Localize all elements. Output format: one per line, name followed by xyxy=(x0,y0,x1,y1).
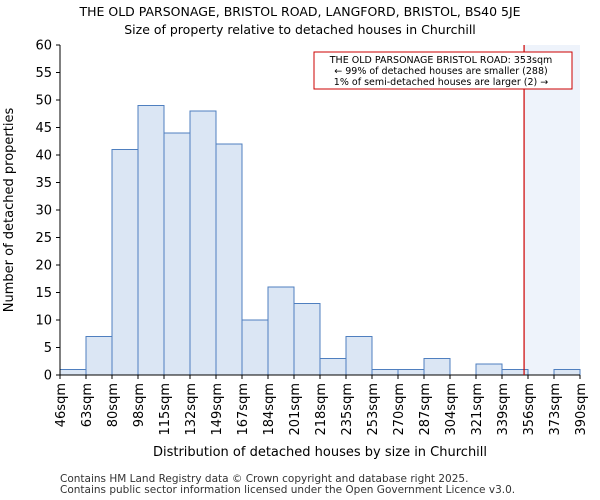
y-tick-label: 5 xyxy=(44,341,52,356)
bar-373sqm xyxy=(553,369,581,376)
y-tick-label: 45 xyxy=(35,121,52,136)
x-tick-label: 373sqm xyxy=(548,383,563,436)
bar-98sqm xyxy=(137,105,165,376)
larger-region-shade xyxy=(524,45,580,375)
bar-218sqm xyxy=(319,358,347,376)
x-tick-label: 80sqm xyxy=(106,383,121,427)
x-tick-label: 321sqm xyxy=(470,383,485,436)
bar-287sqm xyxy=(423,358,451,376)
bar-235sqm xyxy=(345,336,373,376)
x-tick-label: 304sqm xyxy=(444,383,459,436)
footer-line-1: Contains HM Land Registry data © Crown c… xyxy=(60,473,469,485)
chart-title: THE OLD PARSONAGE, BRISTOL ROAD, LANGFOR… xyxy=(79,4,521,19)
x-tick-label: 184sqm xyxy=(262,383,277,436)
y-tick-label: 50 xyxy=(35,94,52,109)
y-tick-label: 55 xyxy=(35,66,52,81)
bar-270sqm xyxy=(397,369,425,376)
x-tick-label: 218sqm xyxy=(314,383,329,436)
bar-149sqm xyxy=(215,143,243,376)
footer-line-2: Contains public sector information licen… xyxy=(60,484,516,496)
x-tick-label: 356sqm xyxy=(522,383,537,436)
y-tick-label: 10 xyxy=(35,314,52,329)
x-tick-label: 167sqm xyxy=(236,383,251,436)
annotation-line-2: ← 99% of detached houses are smaller (28… xyxy=(334,66,547,77)
x-tick-label: 287sqm xyxy=(418,383,433,436)
x-tick-label: 98sqm xyxy=(132,383,147,427)
y-tick-label: 60 xyxy=(35,39,52,54)
x-tick-label: 390sqm xyxy=(574,383,589,436)
y-tick-label: 30 xyxy=(35,204,52,219)
bar-184sqm xyxy=(267,286,295,376)
annotation-box xyxy=(313,51,573,90)
y-tick-label: 15 xyxy=(35,286,52,301)
x-tick-label: 339sqm xyxy=(496,383,511,436)
bar-115sqm xyxy=(163,132,191,376)
annotation-line-1: THE OLD PARSONAGE BRISTOL ROAD: 353sqm xyxy=(329,55,552,66)
annotation-line-3: 1% of semi-detached houses are larger (2… xyxy=(334,77,548,88)
bar-321sqm xyxy=(475,363,503,376)
x-tick-label: 201sqm xyxy=(288,383,303,436)
x-tick-label: 149sqm xyxy=(210,383,225,436)
y-tick-label: 40 xyxy=(35,149,52,164)
bar-80sqm xyxy=(111,149,139,376)
x-tick-label: 132sqm xyxy=(184,383,199,436)
x-tick-label: 115sqm xyxy=(158,383,173,436)
bar-253sqm xyxy=(371,369,399,376)
x-tick-label: 253sqm xyxy=(366,383,381,436)
x-tick-label: 270sqm xyxy=(392,383,407,436)
x-tick-label: 46sqm xyxy=(54,383,69,427)
y-tick-label: 25 xyxy=(35,231,52,246)
y-tick-label: 20 xyxy=(35,259,52,274)
y-tick-label: 35 xyxy=(35,176,52,191)
x-axis-title: Distribution of detached houses by size … xyxy=(153,445,487,460)
bar-201sqm xyxy=(293,303,321,376)
x-tick-label: 63sqm xyxy=(80,383,95,427)
bar-63sqm xyxy=(85,336,113,376)
chart-subtitle: Size of property relative to detached ho… xyxy=(124,22,476,37)
y-axis-title: Number of detached properties xyxy=(2,108,17,313)
y-tick-label: 0 xyxy=(44,369,52,384)
x-tick-label: 235sqm xyxy=(340,383,355,436)
bar-46sqm xyxy=(59,369,87,376)
bar-167sqm xyxy=(241,319,269,376)
bar-132sqm xyxy=(189,110,217,376)
